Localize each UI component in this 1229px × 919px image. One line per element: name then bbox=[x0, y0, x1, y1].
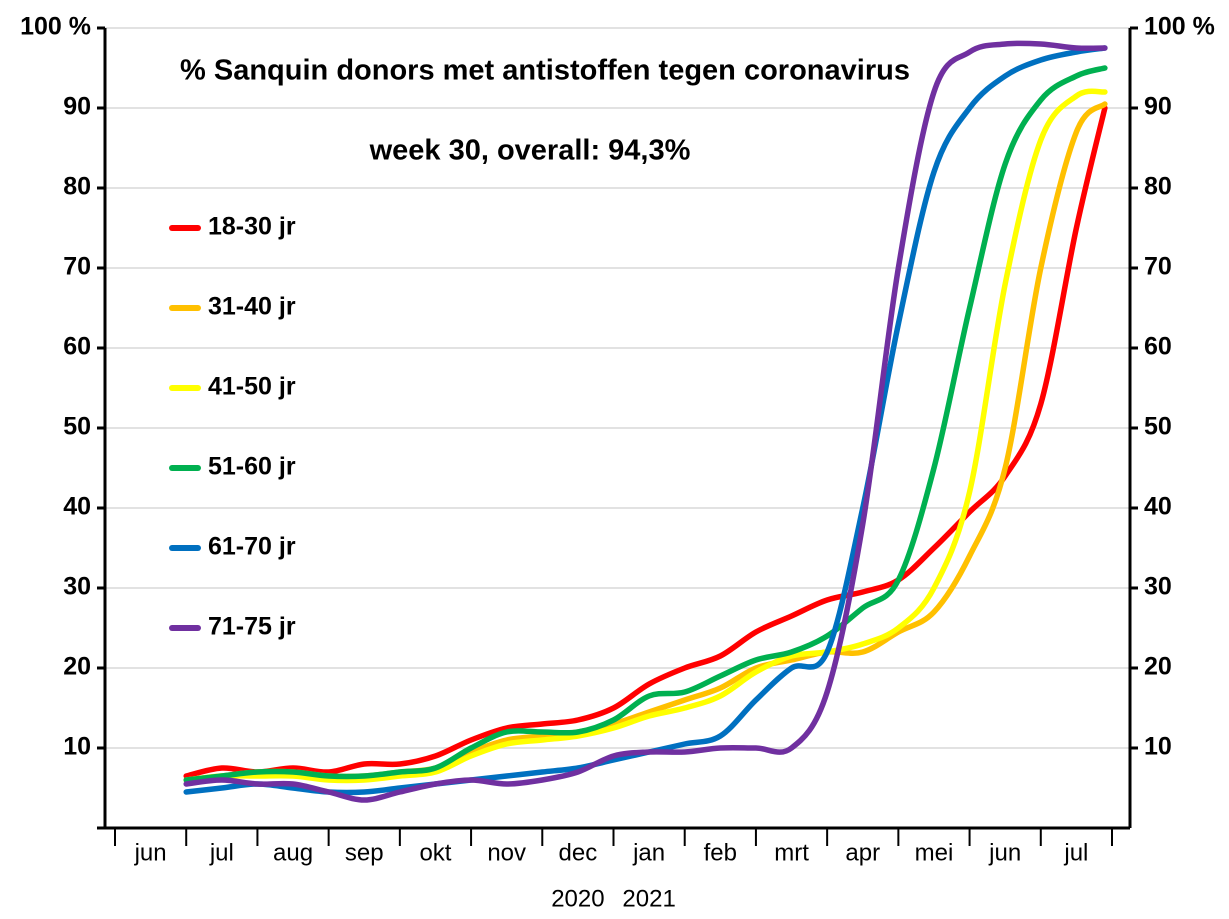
y2-tick-label: 30 bbox=[1144, 573, 1172, 601]
series-line bbox=[183, 101, 1108, 783]
legend-label: 51-60 jr bbox=[208, 453, 296, 481]
y-tick-label: 80 bbox=[63, 173, 91, 201]
y-tick-label: 90 bbox=[63, 93, 91, 121]
legend-label: 71-75 jr bbox=[208, 613, 296, 641]
x-tick-label: apr bbox=[845, 839, 880, 866]
series-line bbox=[183, 105, 1108, 779]
x-tick-label: jul bbox=[1063, 839, 1088, 866]
legend-label: 61-70 jr bbox=[208, 533, 296, 561]
y2-tick-label: 60 bbox=[1144, 333, 1172, 361]
y2-tick-label: 90 bbox=[1144, 93, 1172, 121]
x-tick-label: jun bbox=[134, 839, 167, 866]
axes: 10 20 30 40 50 60 70 80 90 100 % 10 20 30 40 50 60 70 80 9… bbox=[20, 13, 1215, 913]
y2-tick-label: 10 bbox=[1144, 733, 1172, 761]
y2-tick-label: 80 bbox=[1144, 173, 1172, 201]
y-tick-label: 70 bbox=[63, 253, 91, 281]
x-tick-label: feb bbox=[704, 839, 737, 866]
year-label: 2020 bbox=[551, 885, 604, 912]
y2-tick-label: 100 % bbox=[1144, 13, 1215, 41]
y2-tick-label: 50 bbox=[1144, 413, 1172, 441]
x-tick-label: mrt bbox=[774, 839, 809, 866]
series-line bbox=[183, 45, 1108, 796]
y-tick-label: 50 bbox=[63, 413, 91, 441]
legend: 18-30 jr 31-40 jr 41-50 jr 51-60 jr 61-70 jr… bbox=[169, 213, 296, 641]
legend-label: 18-30 jr bbox=[208, 213, 296, 241]
x-tick-label: nov bbox=[487, 839, 526, 866]
legend-label: 41-50 jr bbox=[208, 373, 296, 401]
x-tick-label: jan bbox=[632, 839, 665, 866]
x-tick-label: jun bbox=[988, 839, 1021, 866]
series-line bbox=[183, 40, 1108, 803]
y-tick-label: 10 bbox=[63, 733, 91, 761]
series-line bbox=[183, 88, 1108, 784]
y-tick-label: 30 bbox=[63, 573, 91, 601]
grid bbox=[105, 27, 1130, 749]
x-tick-label: aug bbox=[273, 839, 313, 866]
chart-title: % Sanquin donors met antistoffen tegen c… bbox=[180, 55, 910, 87]
legend-label: 31-40 jr bbox=[208, 293, 296, 321]
x-tick-label: sep bbox=[345, 839, 384, 866]
y-tick-label: 20 bbox=[63, 653, 91, 681]
chart-subtitle: week 30, overall: 94,3% bbox=[369, 135, 691, 167]
x-tick-label: okt bbox=[419, 839, 451, 866]
y2-tick-label: 70 bbox=[1144, 253, 1172, 281]
x-tick-label: jul bbox=[209, 839, 234, 866]
x-tick-label: mei bbox=[915, 839, 954, 866]
y-tick-label: 60 bbox=[63, 333, 91, 361]
x-tick-label: dec bbox=[559, 839, 598, 866]
y2-tick-label: 20 bbox=[1144, 653, 1172, 681]
plot-lines bbox=[183, 40, 1108, 803]
y2-tick-label: 40 bbox=[1144, 493, 1172, 521]
year-label: 2021 bbox=[622, 885, 675, 912]
y-tick-label: 40 bbox=[63, 493, 91, 521]
y-tick-label: 100 % bbox=[20, 13, 91, 41]
series-line bbox=[183, 65, 1108, 783]
